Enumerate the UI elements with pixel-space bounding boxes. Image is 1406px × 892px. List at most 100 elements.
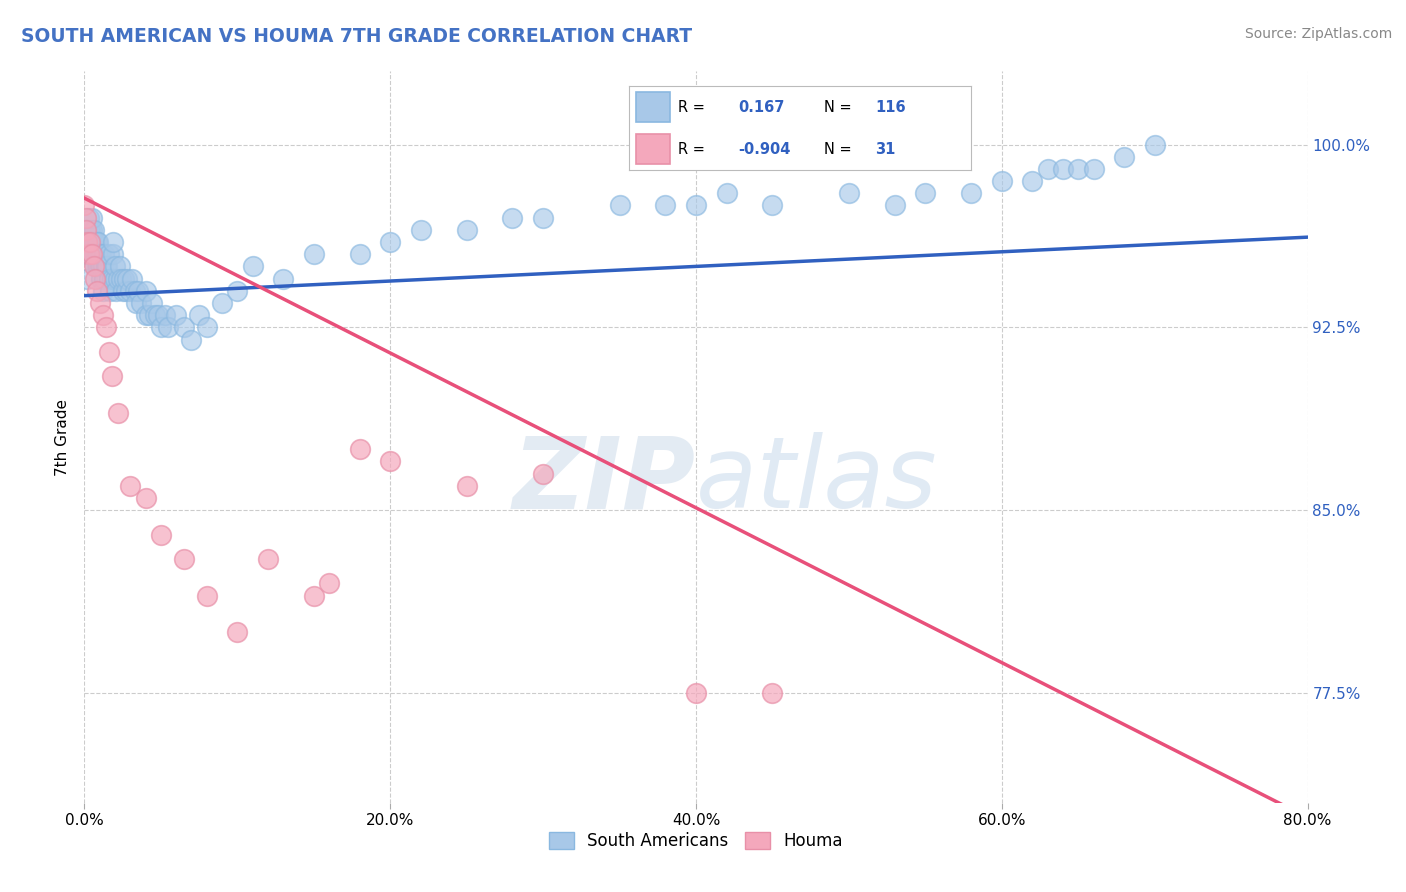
Point bbox=[135, 308, 157, 322]
Point bbox=[86, 235, 108, 249]
Point bbox=[157, 320, 180, 334]
Point bbox=[120, 479, 142, 493]
Point bbox=[302, 247, 325, 261]
Y-axis label: 7th Grade: 7th Grade bbox=[55, 399, 70, 475]
Point bbox=[149, 527, 172, 541]
Point bbox=[120, 284, 142, 298]
Point bbox=[685, 686, 707, 700]
Point bbox=[80, 247, 103, 261]
Point bbox=[173, 552, 195, 566]
Point bbox=[883, 198, 905, 212]
Point bbox=[149, 320, 172, 334]
Point bbox=[127, 284, 149, 298]
Point bbox=[86, 247, 108, 261]
Point bbox=[79, 223, 101, 237]
Point bbox=[1036, 161, 1059, 176]
Point bbox=[456, 479, 478, 493]
Point bbox=[103, 247, 125, 261]
Point bbox=[101, 271, 124, 285]
Point bbox=[77, 247, 100, 261]
Point bbox=[349, 442, 371, 457]
Point bbox=[93, 271, 115, 285]
Point bbox=[1114, 150, 1136, 164]
Point bbox=[86, 260, 108, 274]
Point bbox=[75, 211, 97, 225]
Point bbox=[271, 271, 294, 285]
Point bbox=[73, 198, 96, 212]
Point bbox=[86, 284, 108, 298]
Legend: South Americans, Houma: South Americans, Houma bbox=[543, 825, 849, 856]
Point bbox=[761, 198, 783, 212]
Point bbox=[107, 406, 129, 420]
Point bbox=[89, 260, 111, 274]
Point bbox=[84, 271, 107, 285]
Point bbox=[108, 260, 131, 274]
Point bbox=[1052, 161, 1074, 176]
Point bbox=[89, 296, 111, 310]
Point bbox=[211, 296, 233, 310]
Point bbox=[349, 247, 371, 261]
Point bbox=[318, 576, 340, 591]
Point bbox=[104, 260, 127, 274]
Point bbox=[125, 296, 148, 310]
Point bbox=[80, 223, 103, 237]
Point bbox=[195, 320, 218, 334]
Point bbox=[97, 247, 120, 261]
Point bbox=[257, 552, 280, 566]
Point bbox=[84, 247, 107, 261]
Point bbox=[155, 308, 177, 322]
Point bbox=[165, 308, 187, 322]
Text: SOUTH AMERICAN VS HOUMA 7TH GRADE CORRELATION CHART: SOUTH AMERICAN VS HOUMA 7TH GRADE CORREL… bbox=[21, 27, 692, 45]
Point bbox=[105, 284, 128, 298]
Point bbox=[609, 198, 631, 212]
Point bbox=[101, 369, 124, 384]
Point bbox=[685, 198, 707, 212]
Point bbox=[135, 284, 157, 298]
Point bbox=[195, 589, 218, 603]
Point bbox=[1021, 174, 1043, 188]
Point bbox=[75, 247, 97, 261]
Point bbox=[121, 271, 143, 285]
Point bbox=[94, 260, 117, 274]
Point bbox=[75, 223, 97, 237]
Point bbox=[226, 625, 249, 640]
Point bbox=[97, 271, 120, 285]
Point bbox=[76, 235, 98, 249]
Point bbox=[114, 284, 136, 298]
Point bbox=[1067, 161, 1090, 176]
Point bbox=[188, 308, 211, 322]
Point bbox=[90, 271, 112, 285]
Point bbox=[180, 333, 202, 347]
Point bbox=[531, 211, 554, 225]
Point bbox=[94, 320, 117, 334]
Point bbox=[87, 235, 110, 249]
Point bbox=[104, 271, 127, 285]
Point bbox=[83, 223, 105, 237]
Point bbox=[80, 247, 103, 261]
Point bbox=[141, 296, 163, 310]
Point bbox=[112, 271, 135, 285]
Point bbox=[80, 235, 103, 249]
Point bbox=[91, 260, 114, 274]
Point bbox=[531, 467, 554, 481]
Point bbox=[93, 247, 115, 261]
Point bbox=[77, 223, 100, 237]
Point bbox=[226, 284, 249, 298]
Point bbox=[991, 174, 1014, 188]
Point bbox=[960, 186, 983, 201]
Point bbox=[79, 235, 101, 249]
Text: ZIP: ZIP bbox=[513, 433, 696, 530]
Point bbox=[91, 308, 114, 322]
Point bbox=[143, 308, 166, 322]
Point bbox=[90, 260, 112, 274]
Point bbox=[380, 454, 402, 468]
Point bbox=[83, 235, 105, 249]
Point bbox=[84, 260, 107, 274]
Point bbox=[654, 198, 676, 212]
Point bbox=[83, 247, 105, 261]
Point bbox=[96, 260, 118, 274]
Point bbox=[77, 235, 100, 249]
Point bbox=[98, 284, 121, 298]
Point bbox=[456, 223, 478, 237]
Point bbox=[77, 211, 100, 225]
